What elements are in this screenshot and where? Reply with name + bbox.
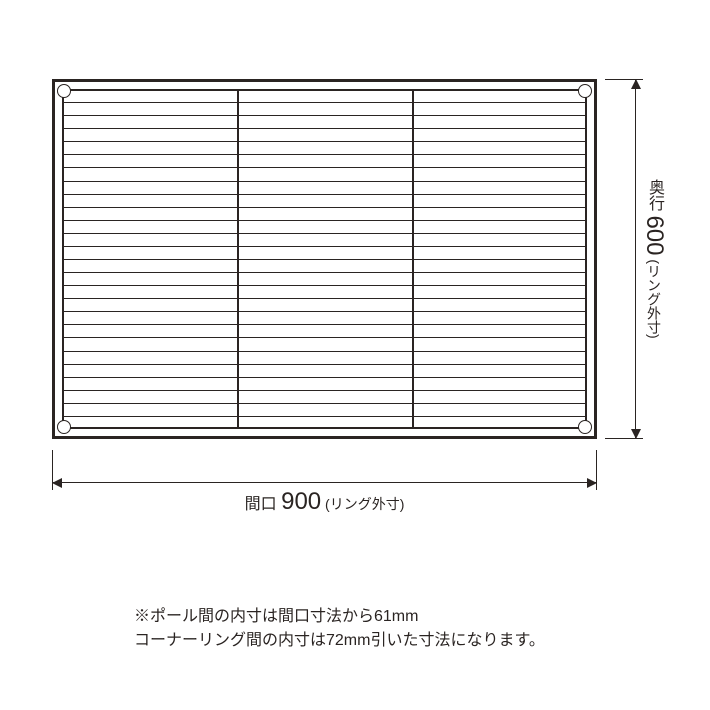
shelf-h-wire bbox=[62, 167, 587, 168]
shelf-h-wire bbox=[62, 298, 587, 299]
shelf-h-wire bbox=[62, 364, 587, 365]
dim-width-prefix: 間口 bbox=[245, 496, 281, 513]
dim-depth-value: 600 bbox=[641, 216, 668, 256]
diagram-canvas: 間口 900 (リング外寸) 奥行 600 (リング外寸) ※ポール間の内寸は間… bbox=[0, 0, 710, 710]
shelf-v-wire bbox=[412, 89, 414, 429]
corner-ring bbox=[578, 84, 592, 98]
shelf-h-wire bbox=[62, 207, 587, 208]
dim-depth-arrow-bottom bbox=[631, 429, 641, 439]
shelf-h-wire bbox=[62, 377, 587, 378]
footnote: ※ポール間の内寸は間口寸法から61mm コーナーリング間の内寸は72mm引いた寸… bbox=[134, 605, 545, 653]
dim-width-suffix: (リング外寸) bbox=[321, 496, 404, 512]
dim-width-arrow-left bbox=[52, 478, 62, 488]
dim-depth-label: 奥行 600 (リング外寸) bbox=[640, 79, 668, 439]
corner-ring bbox=[57, 420, 71, 434]
dim-depth-line bbox=[635, 79, 636, 439]
shelf-top-view bbox=[52, 79, 597, 439]
corner-ring bbox=[578, 420, 592, 434]
shelf-h-wire bbox=[62, 324, 587, 325]
dim-depth-suffix: (リング外寸) bbox=[646, 256, 662, 339]
shelf-h-wire bbox=[62, 285, 587, 286]
shelf-h-wire bbox=[62, 220, 587, 221]
shelf-h-wire bbox=[62, 181, 587, 182]
shelf-h-wire bbox=[62, 115, 587, 116]
dim-width-value: 900 bbox=[281, 488, 321, 515]
dim-width-label: 間口 900 (リング外寸) bbox=[52, 488, 597, 516]
shelf-h-wire bbox=[62, 390, 587, 391]
dim-depth-arrow-top bbox=[631, 79, 641, 89]
shelf-h-wire bbox=[62, 154, 587, 155]
shelf-h-wire bbox=[62, 246, 587, 247]
shelf-h-wire bbox=[62, 311, 587, 312]
shelf-h-wire bbox=[62, 233, 587, 234]
footnote-line2: コーナーリング間の内寸は72mm引いた寸法になります。 bbox=[134, 632, 545, 649]
corner-ring bbox=[57, 84, 71, 98]
shelf-h-wire bbox=[62, 351, 587, 352]
shelf-h-wire bbox=[62, 141, 587, 142]
footnote-line1: ※ポール間の内寸は間口寸法から61mm bbox=[134, 608, 418, 625]
shelf-h-wire bbox=[62, 128, 587, 129]
dim-width-arrow-right bbox=[587, 478, 597, 488]
shelf-h-wire bbox=[62, 272, 587, 273]
shelf-h-wire bbox=[62, 337, 587, 338]
dim-depth-prefix: 奥行 bbox=[646, 179, 663, 215]
shelf-h-wire bbox=[62, 416, 587, 417]
shelf-h-wire bbox=[62, 259, 587, 260]
shelf-h-wire bbox=[62, 194, 587, 195]
dim-width-line bbox=[52, 482, 597, 483]
shelf-v-wire bbox=[237, 89, 239, 429]
shelf-h-wire bbox=[62, 102, 587, 103]
shelf-h-wire bbox=[62, 403, 587, 404]
